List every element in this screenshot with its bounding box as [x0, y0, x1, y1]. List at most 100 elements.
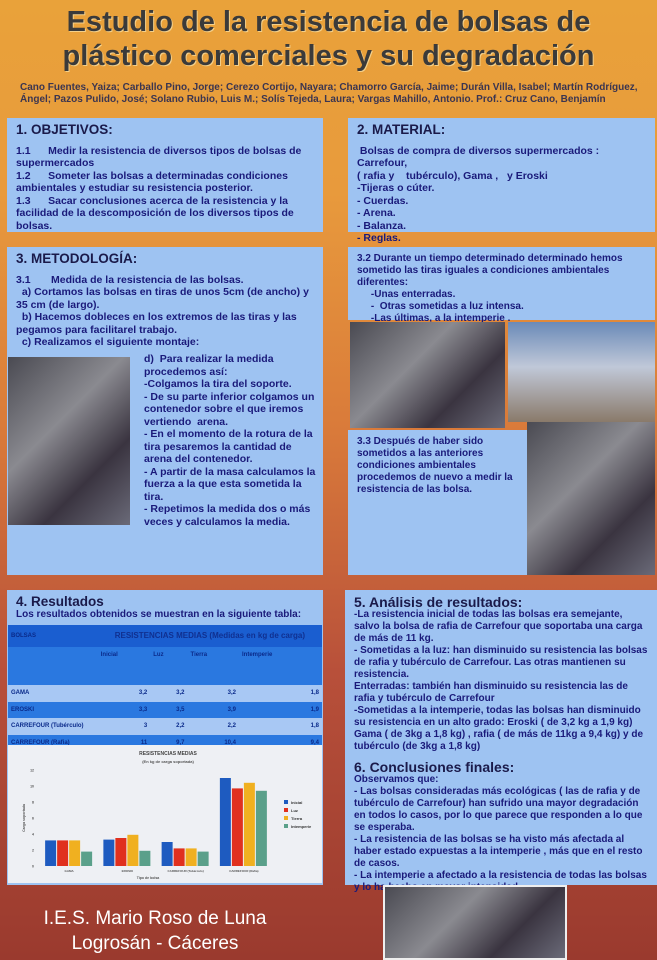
material-text: Bolsas de compra de diversos supermercad… [357, 144, 600, 245]
table-row: CARREFOUR (Tubérculo) 3 2,2 2,2 1,8 [8, 718, 322, 735]
legend-label: Intemperie [291, 824, 312, 829]
y-tick-label: 4 [32, 833, 34, 837]
y-tick-label: 0 [32, 865, 34, 869]
resultados-intro: Los resultados obtenidos se muestran en … [16, 608, 302, 620]
row-label: GAMA [11, 690, 30, 696]
bar-inicial [161, 842, 173, 866]
y-tick-label: 2 [32, 849, 34, 853]
col-header: Inicial [100, 652, 118, 658]
analisis-heading: 5. Análisis de resultados: [354, 594, 523, 610]
metodologia-section: 3. METODOLOGÍA: 3.1 Medida de la resiste… [7, 247, 323, 575]
x-axis-label: Tipo de bolsa [137, 876, 160, 880]
y-tick-label: 6 [32, 817, 34, 821]
material-section: 2. MATERIAL: Bolsas de compra de diverso… [348, 118, 655, 244]
col-header: Tierra [190, 652, 208, 658]
x-tick-label: CARREFOUR (Tubérculo) [167, 869, 203, 873]
cell-value: 3,9 [227, 706, 237, 713]
bar-tierra [127, 834, 139, 866]
cell-value: 2,2 [227, 723, 237, 729]
school-location: Logrosán - Cáceres [71, 933, 239, 954]
seccion-3-3-text: 3.3 Después de haber sido sometidos a la… [357, 436, 516, 495]
authors: Cano Fuentes, Yaiza; Carballo Pino, Jorg… [20, 82, 638, 105]
table-corner: BOLSAS [11, 632, 37, 639]
conclusiones-heading: 6. Conclusiones finales: [354, 759, 515, 775]
poster-title-line2: plástico comerciales y su degradación [62, 40, 595, 72]
row-label: EROSKI [11, 706, 35, 713]
bar-inicial [219, 778, 231, 866]
row-label: CARREFOUR (Tubérculo) [11, 723, 84, 729]
objetivos-text: 1.1 Medir la resistencia de diversos tip… [16, 144, 302, 232]
chart-subtitle: (En kg de carga soportada) [142, 759, 194, 764]
bar-luz [115, 838, 127, 866]
legend-label: Tierra [291, 816, 303, 821]
chart-title: RESISTENCIAS MEDIAS [139, 751, 197, 757]
x-tick-label: EROSKI [122, 869, 134, 873]
cell-value: 3 [143, 723, 148, 729]
y-tick-label: 10 [30, 785, 34, 789]
legend-label: Inicial [291, 800, 302, 805]
poster-title-line1: Estudio de la resistencia de bolsas de [66, 6, 591, 38]
cell-value: 3,3 [138, 706, 148, 713]
seccion-3-2-text: 3.2 Durante un tiempo determinado determ… [357, 253, 623, 324]
analisis-conclusiones-section: 5. Análisis de resultados: -La resistenc… [345, 590, 657, 893]
x-tick-label: GAMA [65, 869, 75, 873]
metodologia-step-d: d) Para realizar la medida procedemos as… [144, 353, 316, 528]
legend-label: Luz [291, 808, 298, 813]
cell-value: 10,4 [224, 739, 237, 746]
seccion-3-2: 3.2 Durante un tiempo determinado determ… [348, 247, 655, 324]
cell-value: 3,5 [176, 706, 185, 713]
outdoor-photo [508, 322, 655, 422]
bar-intemperie [197, 851, 209, 866]
objetivos-heading: 1. OBJETIVOS: [16, 122, 113, 137]
bar-tierra [69, 840, 81, 866]
group-photo [383, 885, 567, 960]
y-axis-label: Carga soportada [22, 804, 26, 832]
bar-tierra [185, 848, 197, 866]
setup-photo [8, 357, 130, 525]
results-chart: RESISTENCIAS MEDIAS (En kg de carga sopor… [8, 745, 322, 883]
bar-intemperie [139, 850, 151, 866]
resultados-section: 4. Resultados Los resultados obtenidos s… [7, 590, 323, 885]
legend-swatch [284, 816, 288, 820]
cell-value: 1,8 [310, 723, 319, 729]
cell-value: 1,8 [310, 690, 319, 696]
students-measuring-photo [527, 422, 655, 575]
col-header: Luz [153, 652, 164, 658]
bar-intemperie [255, 790, 267, 866]
y-tick-label: 8 [32, 801, 34, 805]
table-row: GAMA 3,2 3,2 3,2 1,8 [8, 685, 322, 702]
bar-intemperie [81, 851, 93, 866]
material-heading: 2. MATERIAL: [357, 122, 446, 137]
cell-value: 3,2 [227, 690, 237, 696]
bar-luz [57, 840, 69, 866]
bar-inicial [103, 839, 115, 866]
cell-value: 11 [140, 739, 148, 746]
bar-luz [173, 848, 185, 866]
cell-value: 2,2 [176, 723, 185, 729]
metodologia-text: 3.1 Medida de la resistencia de las bols… [16, 273, 309, 349]
cell-value: 9,4 [310, 739, 319, 746]
table-group-header: RESISTENCIAS MEDIAS (Medidas en kg de ca… [114, 630, 305, 640]
bar-tierra [243, 782, 255, 866]
row-label: CARREFOUR (Rafia) [11, 739, 70, 746]
resultados-heading: 4. Resultados [16, 594, 104, 609]
cell-value: 9,7 [176, 739, 185, 746]
school-name: I.E.S. Mario Roso de Luna [43, 908, 267, 929]
bar-luz [231, 788, 243, 866]
objetivos-section: 1. OBJETIVOS: 1.1 Medir la resistencia d… [7, 118, 323, 232]
analisis-text: -La resistencia inicial de todas las bol… [354, 609, 648, 752]
seccion-3-3: 3.3 Después de haber sido sometidos a la… [348, 430, 527, 575]
bar-inicial [45, 840, 57, 866]
conclusiones-text: Observamos que: - Las bolsas considerada… [354, 774, 647, 893]
legend-swatch [284, 800, 288, 804]
cell-value: 1,9 [310, 706, 319, 713]
y-tick-label: 12 [30, 769, 34, 773]
legend-swatch [284, 808, 288, 812]
table-row: EROSKI 3,3 3,5 3,9 1,9 [8, 701, 322, 718]
metodologia-heading: 3. METODOLOGÍA: [16, 251, 138, 266]
cell-value: 3,2 [176, 690, 185, 696]
lab-photo [350, 322, 505, 428]
col-header: Intemperie [242, 652, 273, 658]
x-tick-label: CARREFOUR (Rafia) [229, 869, 258, 873]
legend-swatch [284, 824, 288, 828]
